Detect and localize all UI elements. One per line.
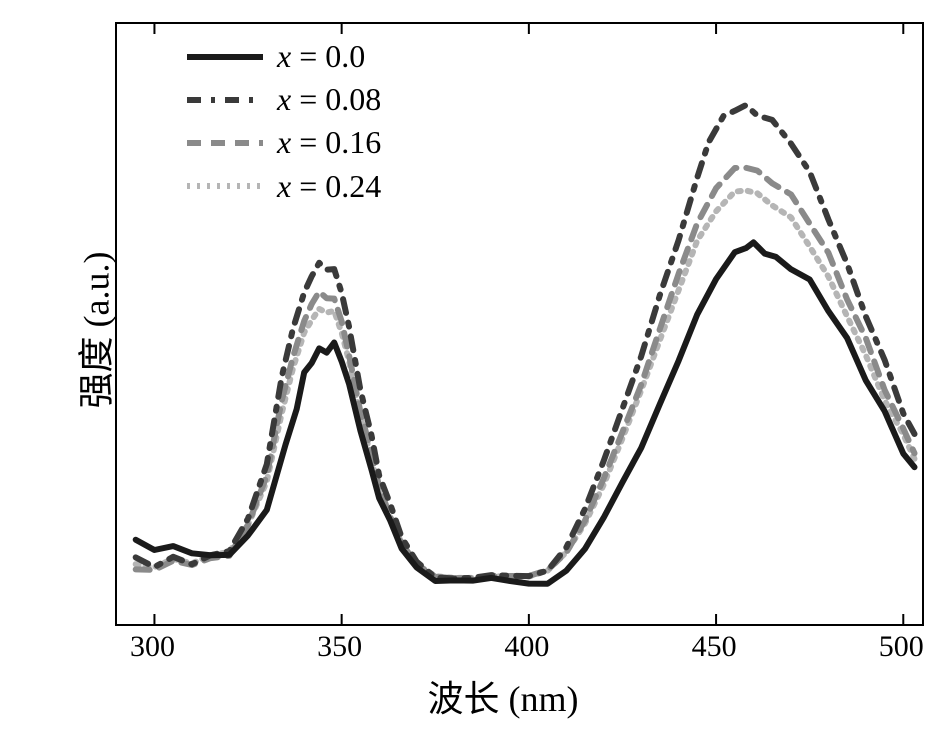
series-s0 xyxy=(136,242,915,583)
legend-item: x = 0.16 xyxy=(185,121,381,164)
legend-label: x = 0.16 xyxy=(277,121,381,164)
x-tick-label: 350 xyxy=(317,630,362,664)
x-tick-label: 450 xyxy=(692,630,737,664)
legend-label: x = 0.08 xyxy=(277,78,381,121)
legend-label: x = 0.0 xyxy=(277,35,365,78)
y-axis-label: 强度 (a.u.) xyxy=(67,252,119,409)
legend-swatch xyxy=(185,128,265,158)
x-tick-label: 300 xyxy=(130,630,175,664)
legend-item: x = 0.24 xyxy=(185,165,381,208)
legend-swatch xyxy=(185,85,265,115)
legend-label: x = 0.24 xyxy=(277,165,381,208)
legend: x = 0.0x = 0.08x = 0.16x = 0.24 xyxy=(185,35,381,208)
series-s3 xyxy=(136,191,915,578)
x-tick-label: 500 xyxy=(879,630,924,664)
x-axis-label: 波长 (nm) xyxy=(428,670,579,722)
legend-item: x = 0.0 xyxy=(185,35,381,78)
legend-swatch xyxy=(185,42,265,72)
legend-swatch xyxy=(185,171,265,201)
x-tick-label: 400 xyxy=(504,630,549,664)
legend-item: x = 0.08 xyxy=(185,78,381,121)
spectrum-chart: 强度 (a.u.) 波长 (nm) 300 350 400 450 500 x = 0.… xyxy=(0,0,940,736)
